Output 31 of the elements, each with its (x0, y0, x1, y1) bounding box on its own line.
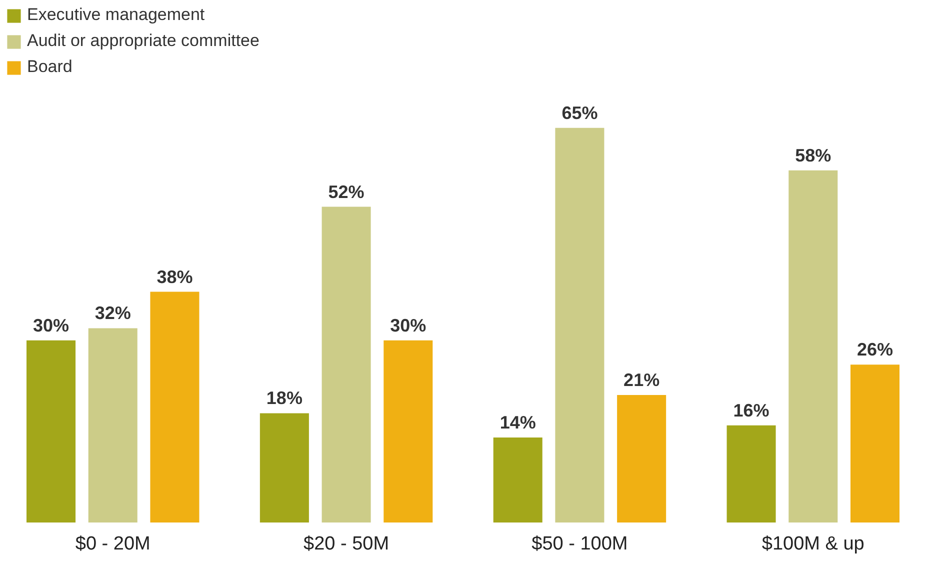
data-label: 21% (624, 370, 660, 390)
data-label: 18% (266, 388, 302, 408)
bar (788, 170, 838, 522)
legend-label: Executive management (27, 5, 205, 25)
bar (617, 394, 666, 522)
bar (322, 206, 371, 522)
bar (88, 328, 138, 522)
data-label: 52% (328, 182, 364, 202)
data-label: 16% (733, 400, 770, 420)
data-label: 38% (156, 266, 193, 287)
data-label: 14% (500, 412, 536, 432)
data-label: 26% (856, 340, 893, 360)
bar (26, 340, 76, 522)
legend-label: Board (27, 57, 72, 77)
data-label: 30% (33, 315, 70, 336)
data-label: 65% (562, 102, 598, 123)
x-tick-label: $50 - 100M (532, 534, 628, 554)
x-tick-label: $100M & up (762, 534, 864, 554)
bar (150, 292, 200, 522)
x-tick-label: $20 - 50M (304, 534, 390, 554)
legend-label: Audit or appropriate committee (27, 31, 260, 51)
bar (384, 340, 433, 522)
x-tick-label: $0 - 20M (75, 534, 150, 554)
data-label: 32% (94, 303, 131, 324)
bar (850, 364, 900, 522)
bar (555, 128, 604, 522)
bar (726, 425, 776, 522)
bar (493, 437, 542, 522)
bar (260, 413, 309, 522)
data-label: 30% (390, 315, 426, 336)
data-label: 58% (795, 145, 832, 166)
